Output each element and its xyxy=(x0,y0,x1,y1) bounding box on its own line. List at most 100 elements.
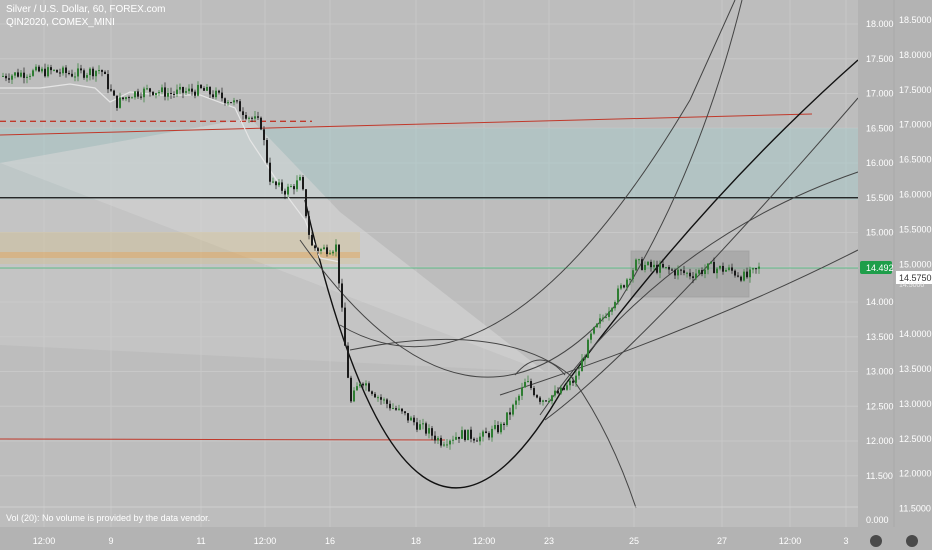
candle-body xyxy=(653,264,655,268)
candle-body xyxy=(155,93,157,96)
parabolic-curve-6 xyxy=(349,338,637,509)
candle-body xyxy=(599,318,601,324)
candle-body xyxy=(581,359,583,372)
candle-body xyxy=(191,88,193,92)
axis-b-tick: 18.0000 xyxy=(899,50,932,60)
axis-a-tick: 15.000 xyxy=(866,228,894,238)
candle-body xyxy=(236,100,238,102)
axis-a-tick: 12.500 xyxy=(866,401,894,411)
timezone-button[interactable] xyxy=(870,535,882,547)
candle-body xyxy=(380,397,382,400)
candle-body xyxy=(17,72,19,77)
axis-b-tick: 13.5000 xyxy=(899,364,932,374)
compare-price-badge-text: 14.5750 xyxy=(899,273,932,283)
candle-body xyxy=(179,87,181,90)
low-red-line xyxy=(0,438,446,441)
candle-body xyxy=(26,76,28,78)
candle-body xyxy=(569,380,571,386)
candle-body xyxy=(734,270,736,276)
candle-body xyxy=(200,84,202,89)
candle-body xyxy=(431,428,433,436)
candle-body xyxy=(41,68,43,72)
candle-body xyxy=(44,68,46,77)
axis-a-tick: 13.500 xyxy=(866,332,894,342)
candle-body xyxy=(11,75,13,80)
candle-body xyxy=(239,101,241,112)
axis-a-tick: 11.500 xyxy=(866,471,893,481)
candle-body xyxy=(116,95,118,108)
symbol-legend[interactable]: Silver / U.S. Dollar, 60, FOREX.com xyxy=(6,4,166,15)
candle-body xyxy=(686,272,688,274)
candle-body xyxy=(446,444,448,446)
axis-a-tick: 13.000 xyxy=(866,367,894,377)
candle-body xyxy=(389,403,391,409)
compare-legend[interactable]: QIN2020, COMEX_MINI xyxy=(6,17,115,28)
candle-body xyxy=(128,97,130,99)
candle-body xyxy=(530,381,532,389)
candle-body xyxy=(587,339,589,358)
candle-body xyxy=(614,302,616,309)
x-axis-label: 12:00 xyxy=(33,536,56,546)
candle-body xyxy=(35,66,37,71)
candle-body xyxy=(248,117,250,119)
candle-body xyxy=(638,259,640,261)
candle-body xyxy=(683,270,685,273)
candle-body xyxy=(437,437,439,441)
candle-body xyxy=(359,383,361,387)
candle-body xyxy=(449,440,451,445)
candle-body xyxy=(308,216,310,235)
candle-body xyxy=(644,264,646,270)
axis-b-tick: 15.5000 xyxy=(899,224,932,234)
candle-body xyxy=(242,111,244,116)
candle-body xyxy=(401,408,403,412)
candle-body xyxy=(416,422,418,430)
x-axis-label: 12:00 xyxy=(473,536,496,546)
candle-body xyxy=(428,428,430,434)
candle-body xyxy=(251,117,253,119)
candle-body xyxy=(419,424,421,430)
parabolic-curve-black xyxy=(304,59,859,489)
candle-body xyxy=(137,91,139,97)
candle-body xyxy=(23,72,25,78)
candle-body xyxy=(119,97,121,108)
candle-body xyxy=(245,115,247,119)
candle-body xyxy=(533,388,535,396)
candle-body xyxy=(464,430,466,441)
axis-b-tick: 13.0000 xyxy=(899,399,932,409)
axis-a-tick: 15.500 xyxy=(866,193,894,203)
axis-a-tick: 14.000 xyxy=(866,297,894,307)
candle-body xyxy=(281,182,283,191)
candle-body xyxy=(167,92,169,97)
candle-body xyxy=(701,270,703,275)
candle-body xyxy=(611,308,613,312)
candle-body xyxy=(440,437,442,446)
candle-body xyxy=(743,271,745,281)
candle-body xyxy=(473,438,475,441)
candle-body xyxy=(215,90,217,98)
axis-b-tick: 17.5000 xyxy=(899,85,932,95)
candle-body xyxy=(488,433,490,438)
candle-body xyxy=(704,269,706,275)
candle-body xyxy=(470,429,472,439)
candle-body xyxy=(194,91,196,96)
candle-body xyxy=(341,283,343,308)
candle-body xyxy=(227,102,229,104)
candle-body xyxy=(206,87,208,91)
candle-body xyxy=(347,345,349,378)
candle-body xyxy=(131,97,133,99)
candle-body xyxy=(641,259,643,270)
candle-body xyxy=(278,182,280,186)
axis-a-tick: 17.000 xyxy=(866,89,894,99)
candle-body xyxy=(746,271,748,278)
candle-body xyxy=(662,264,664,268)
candle-body xyxy=(338,244,340,284)
candle-body xyxy=(596,323,598,328)
settings-button[interactable] xyxy=(906,535,918,547)
axis-a-tick: 17.500 xyxy=(866,54,894,64)
candle-body xyxy=(608,311,610,317)
candle-body xyxy=(629,279,631,281)
parabolic-curve-1 xyxy=(299,0,743,378)
candle-body xyxy=(509,412,511,415)
